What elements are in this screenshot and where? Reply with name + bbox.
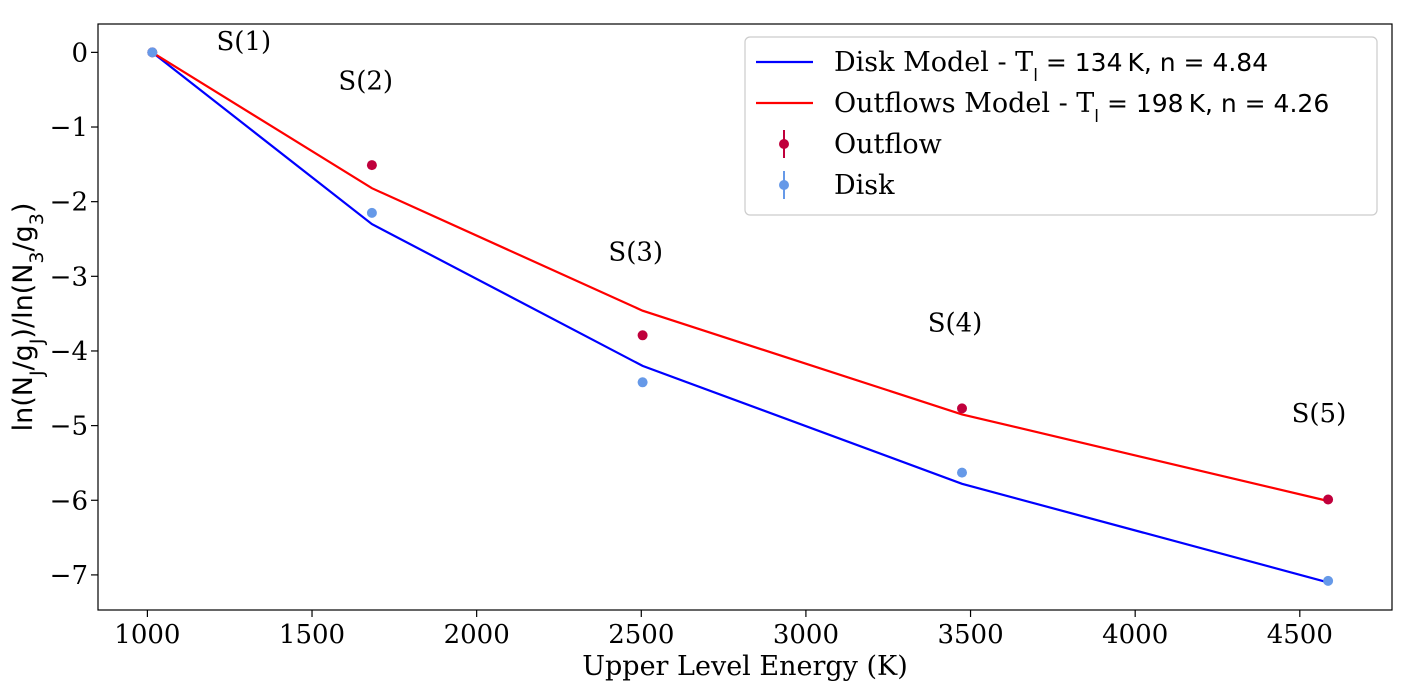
annotations: S(1) S(2) S(3) S(4) S(5) — [217, 27, 1347, 429]
x-tick-label: 4000 — [1102, 620, 1168, 650]
data-point-outflow-1 — [366, 160, 377, 171]
y-tick-label: 0 — [71, 38, 88, 68]
data-point-disk-0 — [147, 47, 158, 58]
x-tick-label: 3500 — [937, 620, 1003, 650]
x-tick-label: 4500 — [1267, 620, 1333, 650]
legend-label-values: = 198 K, n = 4.26 — [1099, 89, 1329, 118]
x-tick-label: 3000 — [773, 620, 839, 650]
x-axis: 1000 1500 2000 2500 3000 3500 4000 4500 — [114, 610, 1333, 650]
y-tick-label: −7 — [50, 561, 88, 591]
x-tick-label: 2000 — [444, 620, 510, 650]
legend-label-subscript: l — [1033, 66, 1038, 86]
legend: Disk Model - Tl = 134 K, n = 4.84Outflow… — [744, 36, 1378, 216]
data-point-disk-4 — [1323, 575, 1334, 586]
annotation-label: S(4) — [928, 309, 983, 339]
annotation-label: S(5) — [1292, 399, 1347, 429]
legend-box — [744, 36, 1378, 216]
data-point-disk-1 — [366, 207, 377, 218]
legend-label-values: = 134 K, n = 4.84 — [1038, 48, 1268, 77]
y-tick-label: −3 — [50, 262, 88, 292]
data-point-outflow-3 — [957, 403, 967, 414]
legend-label-subscript: l — [1094, 107, 1099, 127]
y-tick-label: −6 — [50, 486, 88, 516]
x-tick-label: 1000 — [114, 620, 180, 650]
plot-lines — [151, 51, 1329, 584]
data-point-disk-3 — [957, 467, 967, 478]
x-axis-title: Upper Level Energy (K) — [582, 651, 908, 682]
y-tick-label: −1 — [50, 113, 88, 143]
legend-label: Outflows Model - Tl = 198 K, n = 4.26 — [834, 88, 1329, 127]
y-axis-title: ln(NJ/gJ)/ln(N3/g3) — [8, 203, 48, 432]
annotation-label: S(1) — [217, 27, 272, 57]
y-tick-label: −4 — [50, 337, 88, 367]
legend-label-text: Disk — [834, 170, 895, 201]
legend-label-text: Outflow — [834, 129, 942, 160]
annotation-label: S(3) — [608, 238, 663, 268]
legend-label-text: Outflows Model - T — [834, 88, 1094, 119]
data-point-outflow-4 — [1323, 494, 1334, 505]
x-tick-label: 1500 — [279, 620, 345, 650]
data-point-outflow-2 — [637, 330, 648, 341]
plot-frame — [97, 23, 1393, 611]
y-tick-label: −5 — [50, 412, 88, 442]
legend-label: Disk Model - Tl = 134 K, n = 4.84 — [834, 47, 1268, 86]
legend-label: Disk — [834, 170, 895, 201]
data-point-disk-2 — [637, 377, 648, 388]
series-line-0 — [151, 51, 1329, 584]
legend-label: Outflow — [834, 129, 942, 160]
legend-marker-swatch — [779, 180, 789, 190]
plot-points — [147, 47, 1334, 586]
y-axis: 0 −1 −2 −3 −4 −5 −6 −7 — [50, 38, 98, 591]
x-tick-label: 2500 — [608, 620, 674, 650]
series-line-1 — [151, 51, 1329, 503]
legend-marker-swatch — [779, 139, 789, 149]
legend-label-text: Disk Model - T — [834, 47, 1033, 78]
y-tick-label: −2 — [50, 188, 88, 218]
annotation-label: S(2) — [338, 67, 393, 97]
